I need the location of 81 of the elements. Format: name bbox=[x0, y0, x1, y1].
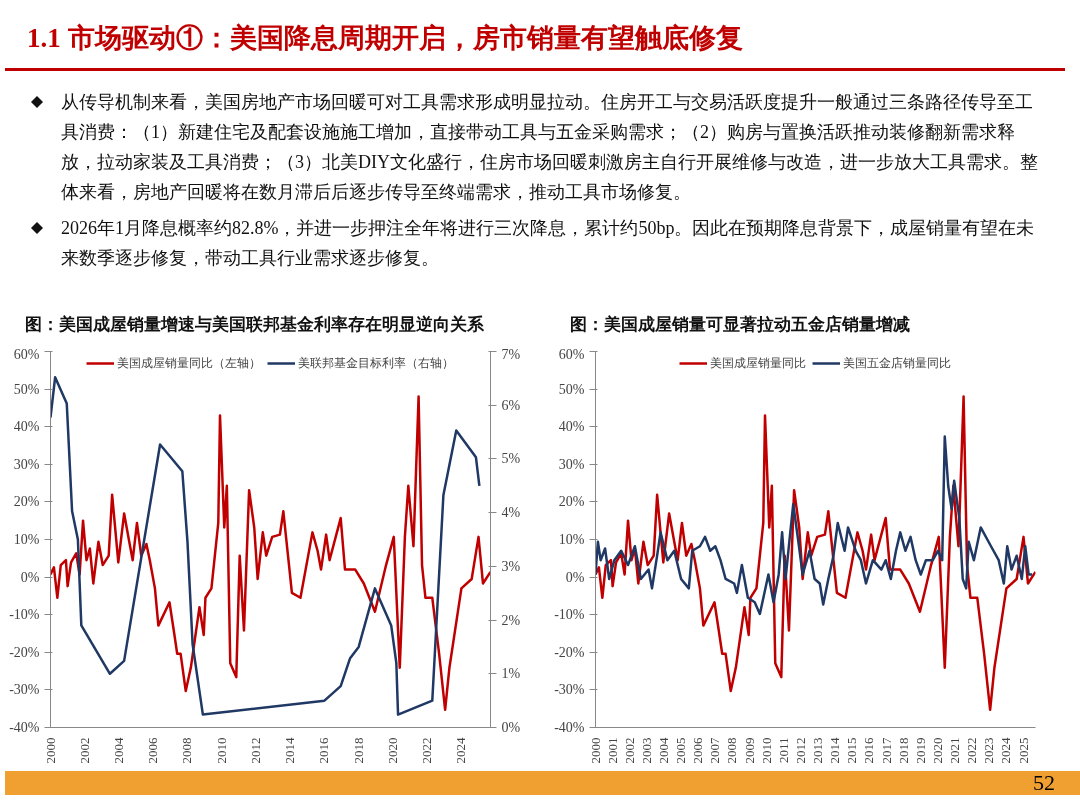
x-tick-label: 2008 bbox=[179, 737, 195, 764]
y2-tick-label: 7% bbox=[501, 346, 521, 362]
line-series bbox=[595, 435, 1034, 616]
chart-title: 图：美国成屋销量增速与美国联邦基金利率存在明显逆向关系 bbox=[24, 314, 484, 336]
y2-tick-label: 1% bbox=[501, 666, 521, 682]
x-tick-label: 2024 bbox=[998, 737, 1014, 764]
x-tick-label: 2010 bbox=[213, 737, 229, 764]
text: 2026年1月降息概率约82.8%，并进一步押注全年将进行三次降息，累计约50bp。因此在预期降息背景下，成屋销量有望在未来数季逐步修复，带动工具行业需求逐步修复。 bbox=[60, 216, 1036, 270]
y2-tick-label: 0% bbox=[501, 720, 521, 735]
x-tick-label: 2018 bbox=[895, 737, 911, 764]
legend-label: 美国五金店销量同比 bbox=[843, 354, 951, 372]
y-tick-label: 10% bbox=[13, 532, 40, 547]
y-tick-label: 60% bbox=[558, 346, 585, 362]
y-tick-label: 20% bbox=[558, 494, 585, 510]
x-tick-label: 2011 bbox=[775, 737, 791, 764]
x-tick-label: 2006 bbox=[145, 737, 161, 764]
y-tick-label: -40% bbox=[9, 720, 40, 735]
y-tick-label: -20% bbox=[9, 644, 40, 660]
y-tick-label: 0% bbox=[20, 569, 40, 585]
x-tick-label: 2019 bbox=[912, 737, 928, 764]
y-tick-label: 0% bbox=[565, 569, 585, 585]
x-tick-label: 2007 bbox=[707, 737, 723, 764]
y-tick-label: 30% bbox=[558, 456, 585, 472]
x-tick-label: 2010 bbox=[758, 737, 774, 764]
y-tick-label: 30% bbox=[13, 456, 40, 472]
x-tick-label: 2000 bbox=[42, 737, 58, 764]
x-tick-label: 2022 bbox=[964, 737, 980, 764]
chart-title: 图：美国成屋销量可显著拉动五金店销量增减 bbox=[569, 314, 910, 336]
x-tick-label: 2012 bbox=[792, 737, 808, 764]
x-tick-label: 2012 bbox=[247, 737, 263, 764]
y-tick-label: -40% bbox=[554, 720, 585, 735]
x-tick-label: 2002 bbox=[76, 737, 92, 764]
x-tick-label: 2020 bbox=[929, 737, 945, 764]
text: 从传导机制来看，美国房地产市场回暖可对工具需求形成明显拉动。住房开工与交易活跃度提升一般通过三条路径传导至工具消费：（1）新建住宅及配套设施施工增加，直接带动工具与五金采购需求；（2）购房与置换活跃推动装修翻新需求释放，拉动家装及工具消费；（3）北美DIY文化盛行，住房市场回暖刺激房主自行开展维修与改造，进一步放大工具需求。整体来看，房地产回暖将在数月滞后后逐步传导至终端需求，推动工具市场修复。 bbox=[60, 90, 1039, 204]
y2-tick-label: 4% bbox=[501, 505, 521, 521]
y-tick-label: -30% bbox=[554, 682, 585, 698]
x-tick-label: 2004 bbox=[655, 737, 671, 764]
x-tick-label: 2002 bbox=[621, 737, 637, 764]
y-tick-label: -10% bbox=[9, 607, 40, 623]
x-tick-label: 2000 bbox=[587, 737, 603, 764]
y-tick-label: -10% bbox=[554, 607, 585, 623]
y-tick-label: 10% bbox=[558, 532, 585, 547]
y2-tick-label: 3% bbox=[501, 558, 521, 574]
x-tick-label: 2025 bbox=[1015, 737, 1031, 764]
x-tick-label: 2022 bbox=[419, 737, 435, 764]
legend-label: 美联邦基金目标利率（右轴） bbox=[298, 354, 454, 372]
x-tick-label: 2017 bbox=[878, 737, 894, 764]
y-tick-label: 40% bbox=[13, 419, 40, 435]
y2-tick-label: 5% bbox=[501, 451, 521, 467]
y-tick-label: 50% bbox=[558, 381, 585, 397]
x-tick-label: 2016 bbox=[316, 737, 332, 764]
x-tick-label: 2021 bbox=[947, 737, 963, 764]
y-tick-label: 20% bbox=[13, 494, 40, 510]
x-tick-label: 2008 bbox=[724, 737, 740, 764]
legend-label: 美国成屋销量同比 bbox=[710, 354, 806, 372]
x-tick-label: 2020 bbox=[384, 737, 400, 764]
legend-label: 美国成屋销量同比（左轴） bbox=[117, 354, 261, 372]
x-tick-label: 2004 bbox=[110, 737, 126, 764]
x-tick-label: 2005 bbox=[673, 737, 689, 764]
x-tick-label: 2003 bbox=[638, 737, 654, 764]
x-tick-label: 2013 bbox=[810, 737, 826, 764]
y-tick-label: 60% bbox=[13, 346, 40, 362]
x-tick-label: 2014 bbox=[827, 737, 843, 764]
text: 52 bbox=[1033, 770, 1056, 795]
x-tick-label: 2023 bbox=[981, 737, 997, 764]
y2-tick-label: 6% bbox=[501, 397, 521, 413]
y-tick-label: 40% bbox=[558, 419, 585, 435]
x-tick-label: 2016 bbox=[861, 737, 877, 764]
x-tick-label: 2001 bbox=[604, 737, 620, 764]
x-tick-label: 2006 bbox=[690, 737, 706, 764]
text: 1.1 市场驱动①：美国降息周期开启，房市销量有望触底修复 bbox=[5, 5, 1065, 71]
x-tick-label: 2015 bbox=[844, 737, 860, 764]
x-tick-label: 2018 bbox=[350, 737, 366, 764]
y-tick-label: -20% bbox=[554, 644, 585, 660]
x-tick-label: 2014 bbox=[282, 737, 298, 764]
line-series bbox=[595, 395, 1036, 712]
x-tick-label: 2009 bbox=[741, 737, 757, 764]
y-tick-label: 50% bbox=[13, 381, 40, 397]
x-tick-label: 2024 bbox=[453, 737, 469, 764]
y2-tick-label: 2% bbox=[501, 612, 521, 628]
y-tick-label: -30% bbox=[9, 682, 40, 698]
